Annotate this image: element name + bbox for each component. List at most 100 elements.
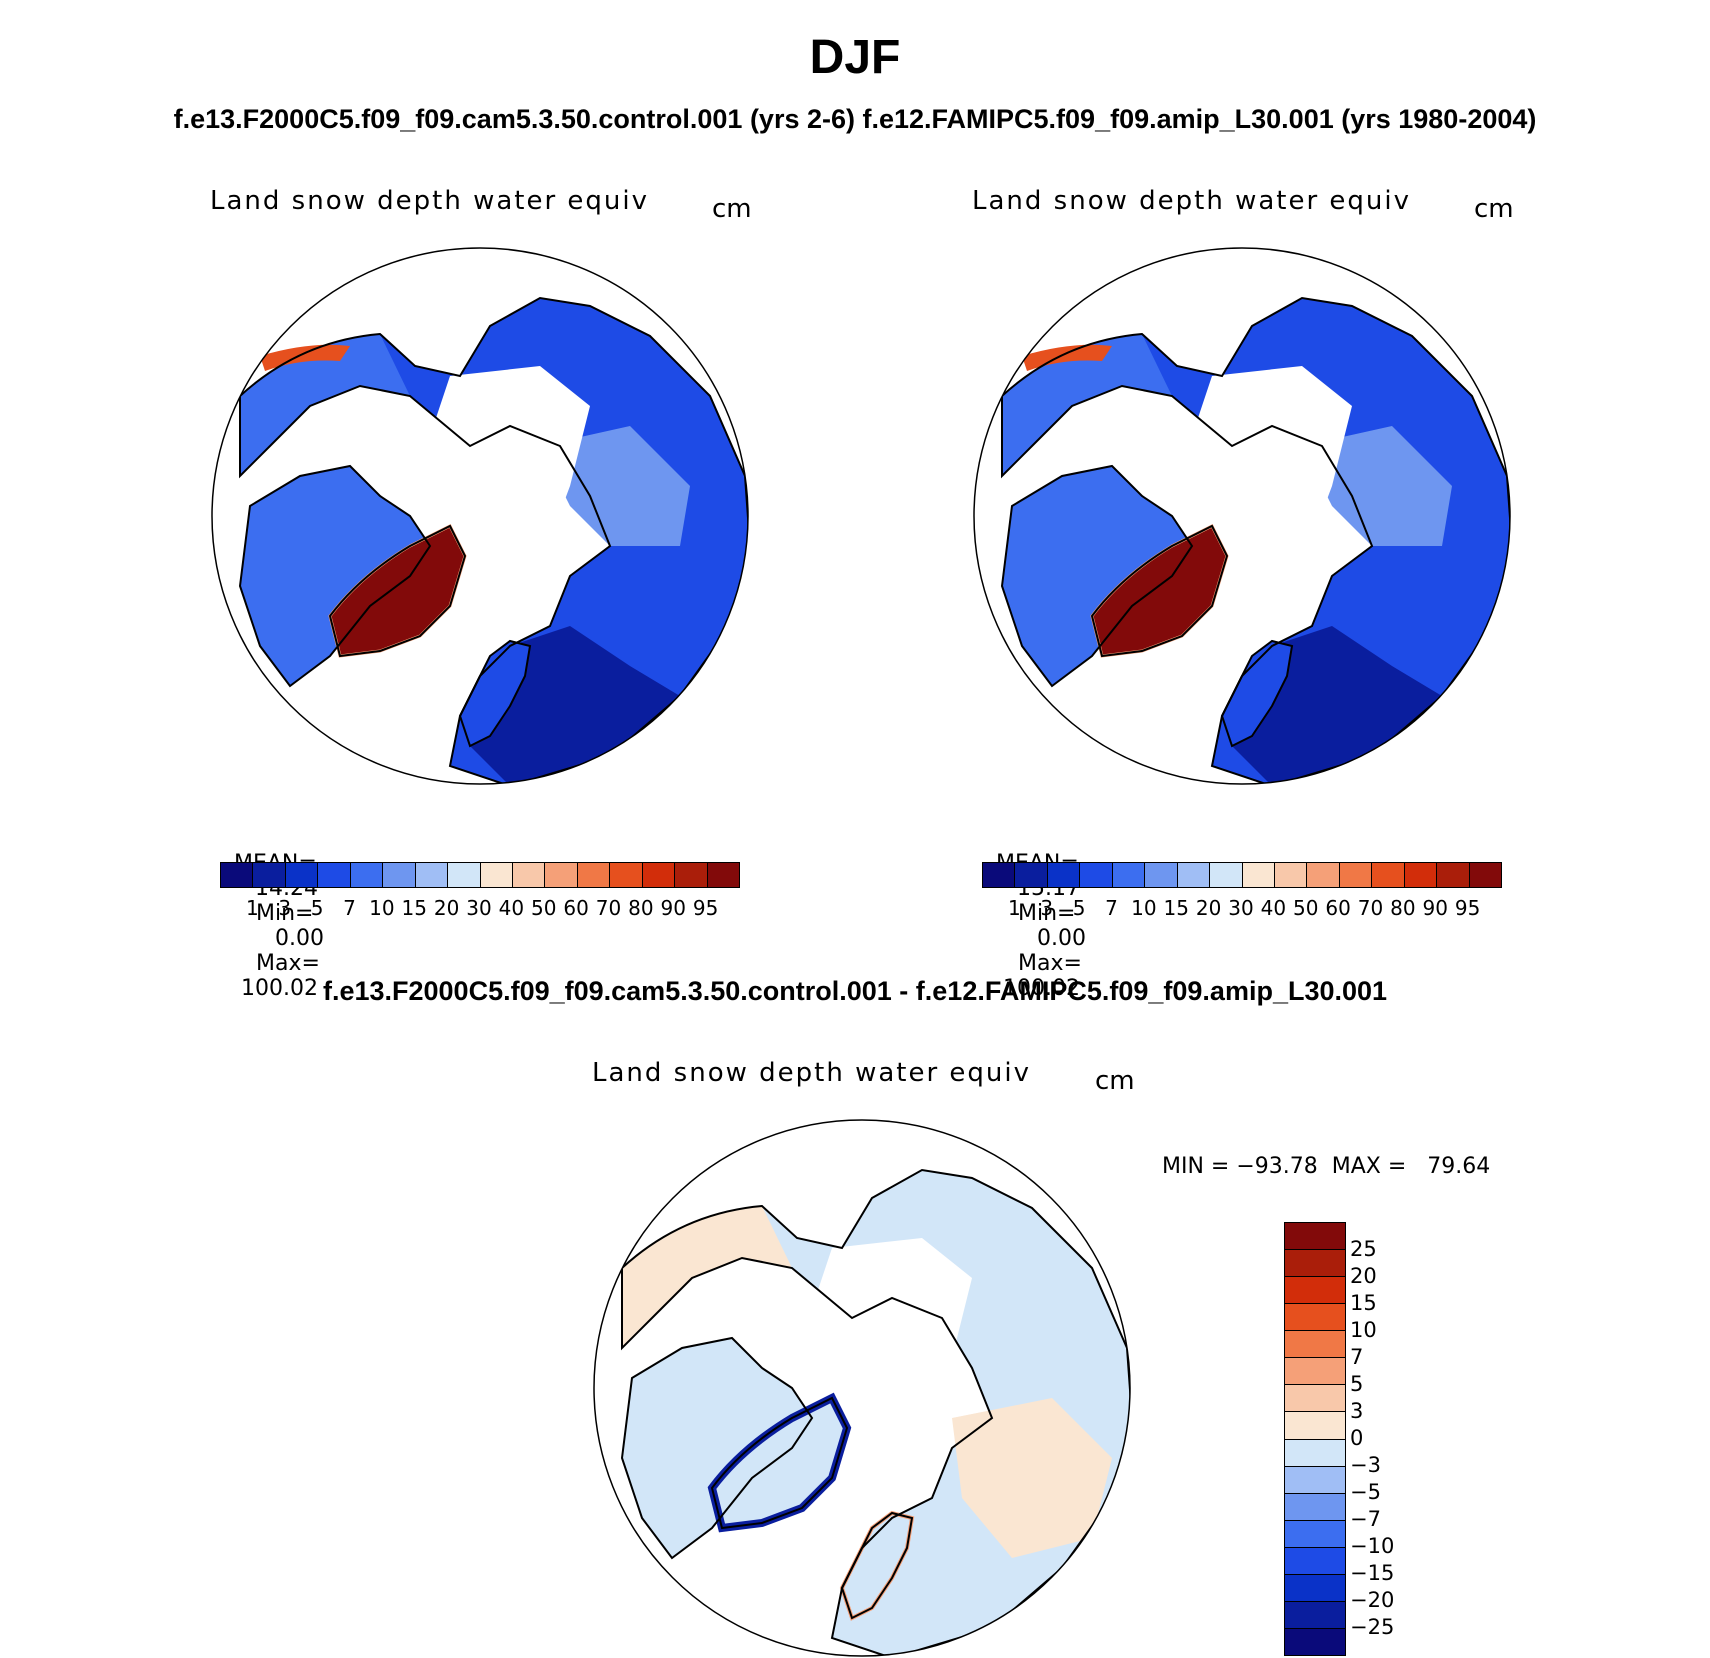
colorbar-box — [1285, 1493, 1345, 1521]
panel1-colorbar-ticks: 1 3 5 7 10 15 20 30 40 50 60 70 80 90 95 — [220, 896, 738, 922]
colorbar-tick-label: −25 — [1350, 1615, 1395, 1639]
figure-title: DJF — [809, 31, 901, 84]
panel1-units: cm — [712, 194, 752, 224]
colorbar-tick-label: 50 — [531, 896, 557, 920]
colorbar-box — [318, 863, 351, 887]
map-boundary — [211, 247, 749, 785]
colorbar-tick-label: 95 — [692, 896, 719, 920]
coastline — [1090, 524, 1229, 658]
panel1-max-label: Max= — [256, 951, 320, 976]
colorbar-box — [642, 863, 676, 887]
colorbar-tick-label: 20 — [1350, 1264, 1377, 1288]
colorbar-box — [1210, 863, 1243, 887]
colorbar-tick-label: 40 — [498, 896, 525, 920]
colorbar-box — [1177, 863, 1211, 887]
colorbar-box — [1285, 1358, 1345, 1386]
colorbar-box — [1437, 863, 1470, 887]
colorbar-box — [383, 863, 416, 887]
colorbar-box — [1285, 1250, 1345, 1278]
colorbar-box — [1285, 1304, 1345, 1332]
coastline — [238, 464, 432, 688]
panel2-colorbar-ticks: 1 3 5 7 10 15 20 30 40 50 60 70 80 90 95 — [982, 896, 1500, 922]
colorbar-tick-label: 1 — [1008, 896, 1021, 920]
colorbar-box — [285, 863, 319, 887]
colorbar-box — [1285, 1439, 1345, 1467]
diff-panel-units: cm — [1095, 1066, 1135, 1096]
colorbar-tick-label: 3 — [1040, 896, 1054, 920]
north-america-land — [622, 1338, 812, 1558]
colorbar-box — [512, 863, 546, 887]
colorbar-tick-label: 90 — [1422, 896, 1448, 920]
colorbar-tick-label: −20 — [1350, 1588, 1395, 1612]
siberia-positive-diff — [952, 1398, 1112, 1558]
colorbar-box — [1469, 863, 1501, 887]
arctic-ocean — [1192, 366, 1352, 626]
alaska-positive-diff — [622, 1206, 792, 1348]
colorbar-box — [1285, 1547, 1345, 1575]
panel1-polar-map — [211, 247, 749, 785]
colorbar-box — [1285, 1601, 1345, 1629]
diff-colorbar — [1284, 1222, 1346, 1656]
panel1-min-label: Min= — [256, 901, 314, 926]
panel1-min: 0.00 — [275, 926, 324, 951]
alaska-land — [1002, 334, 1172, 476]
arctic-ocean — [812, 1238, 972, 1498]
colorbar-box — [1285, 1277, 1345, 1305]
colorbar-box — [1372, 863, 1405, 887]
colorbar-box — [1080, 863, 1113, 887]
coastline — [328, 524, 467, 658]
colorbar-tick-label: 80 — [628, 896, 654, 920]
map-boundary — [973, 247, 1511, 785]
colorbar-tick-label: 30 — [1228, 896, 1254, 920]
colorbar-box — [1285, 1520, 1345, 1548]
coastline — [840, 1511, 914, 1620]
colorbar-tick-label: −10 — [1350, 1534, 1395, 1558]
scandinavia-land — [460, 641, 530, 746]
colorbar-box — [415, 863, 449, 887]
colorbar-tick-label: 3 — [278, 896, 292, 920]
colorbar-box — [610, 863, 643, 887]
colorbar-box — [1285, 1331, 1345, 1359]
colorbar-box — [983, 863, 1016, 887]
colorbar-box — [675, 863, 708, 887]
colorbar-box — [1285, 1628, 1345, 1655]
panel1-colorbar — [220, 862, 740, 888]
colorbar-tick-label: 95 — [1454, 896, 1481, 920]
colorbar-box — [1285, 1466, 1345, 1494]
colorbar-box — [480, 863, 513, 887]
colorbar-box — [1112, 863, 1146, 887]
colorbar-tick-label: −3 — [1350, 1453, 1381, 1477]
colorbar-box — [707, 863, 739, 887]
colorbar-tick-label: 70 — [595, 896, 622, 920]
colorbar-tick-label: 20 — [1195, 896, 1222, 920]
north-america-land — [1002, 466, 1192, 686]
alaska-land — [240, 334, 410, 476]
colorbar-box — [253, 863, 286, 887]
colorbar-box — [1015, 863, 1048, 887]
colorbar-tick-label: 80 — [1390, 896, 1416, 920]
colorbar-tick-label: 25 — [1350, 1237, 1377, 1261]
colorbar-box — [545, 863, 578, 887]
colorbar-box — [448, 863, 481, 887]
colorbar-tick-label: 60 — [1325, 896, 1351, 920]
scandinavia-land — [1222, 641, 1292, 746]
arctic-ocean — [430, 366, 590, 626]
colorbar-tick-label: 7 — [1105, 896, 1118, 920]
colorbar-tick-label: 40 — [1260, 896, 1287, 920]
colorbar-tick-label: 5 — [1350, 1372, 1364, 1396]
colorbar-box — [1145, 863, 1178, 887]
colorbar-tick-label: 5 — [1072, 896, 1086, 920]
colorbar-tick-label: −5 — [1350, 1480, 1381, 1504]
colorbar-tick-label: 7 — [343, 896, 356, 920]
diff-polar-map — [593, 1119, 1131, 1657]
colorbar-tick-label: 7 — [1350, 1345, 1364, 1369]
coastline — [1000, 464, 1194, 688]
panel2-max-label: Max= — [1018, 951, 1082, 976]
colorbar-tick-label: 60 — [563, 896, 589, 920]
colorbar-tick-label: 15 — [1163, 896, 1189, 920]
diff-minmax: MIN = −93.78 MAX = 79.64 — [1162, 1154, 1491, 1179]
panel2-title: Land snow depth water equiv — [972, 186, 1411, 216]
panel2-colorbar — [982, 862, 1502, 888]
colorbar-box — [1285, 1574, 1345, 1602]
colorbar-tick-label: 15 — [401, 896, 427, 920]
